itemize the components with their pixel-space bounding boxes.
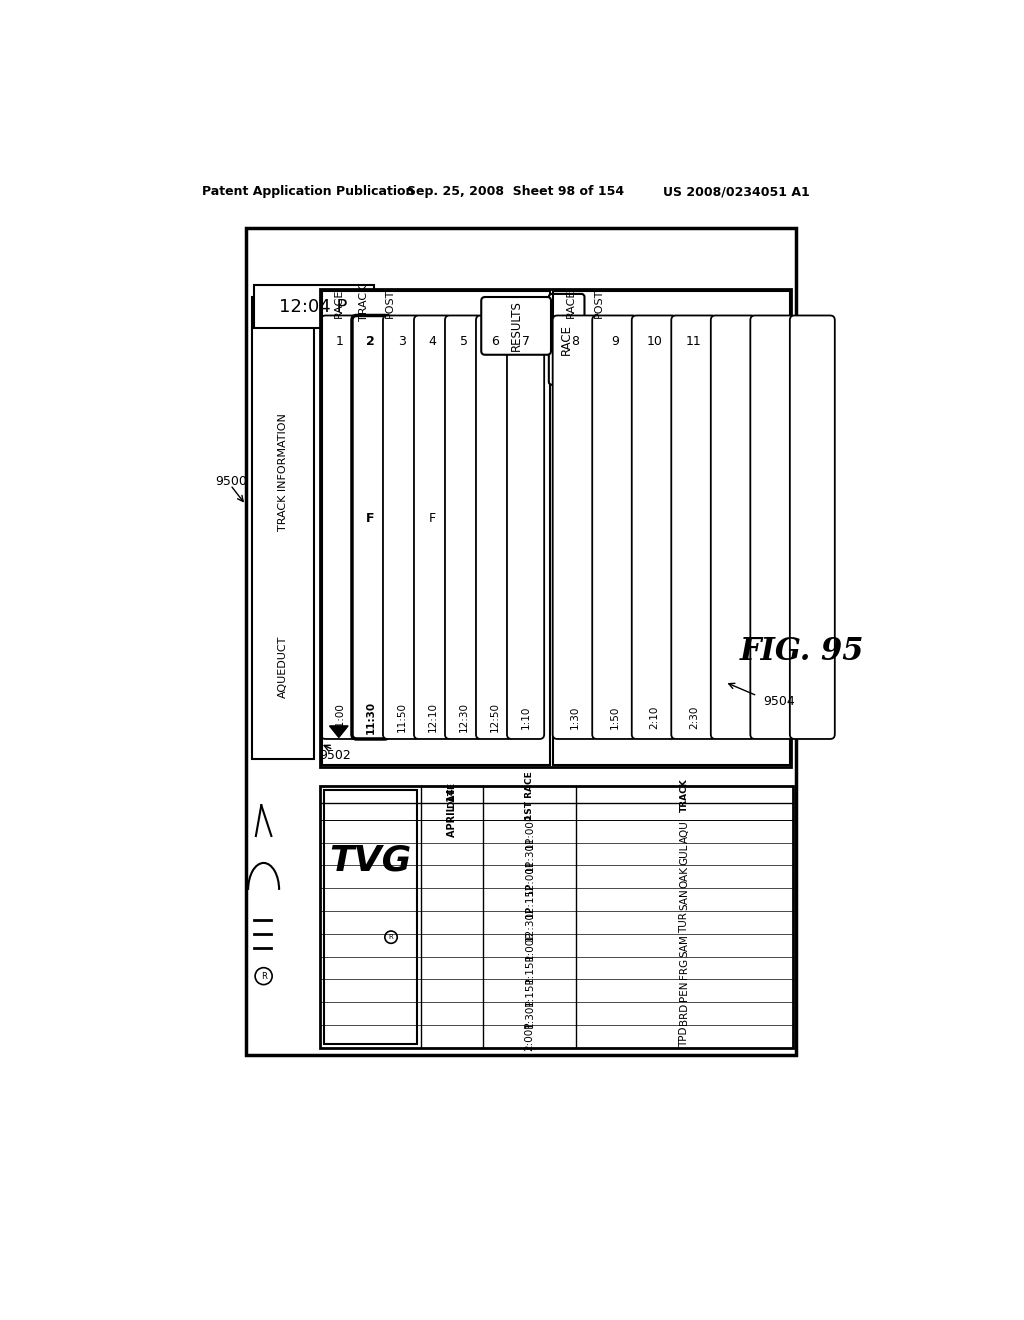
FancyBboxPatch shape [553,315,598,739]
FancyBboxPatch shape [672,315,716,739]
Text: 1:15P: 1:15P [524,975,535,1006]
FancyBboxPatch shape [321,289,792,767]
Text: 7: 7 [521,335,529,348]
Text: BRD: BRD [680,1002,689,1024]
Text: 11: 11 [686,335,701,348]
FancyBboxPatch shape [383,315,420,739]
FancyBboxPatch shape [352,315,389,739]
Text: 12:15P: 12:15P [524,882,535,917]
Text: 11:00: 11:00 [335,702,344,733]
Text: 12:04 P: 12:04 P [280,297,348,315]
FancyBboxPatch shape [790,315,835,739]
Text: R: R [389,935,393,940]
Text: 1ST RACE: 1ST RACE [525,771,534,820]
FancyBboxPatch shape [632,315,677,739]
Text: 1:50: 1:50 [609,706,620,729]
FancyBboxPatch shape [592,315,637,739]
Text: 2: 2 [367,335,375,348]
Text: 12:30: 12:30 [459,702,469,733]
FancyBboxPatch shape [445,315,482,739]
Text: GUL: GUL [680,843,689,865]
Text: DATE: DATE [447,783,457,808]
Text: US 2008/0234051 A1: US 2008/0234051 A1 [663,185,810,198]
FancyBboxPatch shape [246,227,796,1056]
Text: 3: 3 [397,335,406,348]
Text: 1:10: 1:10 [520,706,530,729]
Text: TRACK INFORMATION: TRACK INFORMATION [278,413,288,532]
Text: TRACK: TRACK [680,779,689,812]
FancyBboxPatch shape [324,789,417,1044]
Text: 12:50: 12:50 [489,702,500,733]
Text: R: R [261,972,266,981]
Text: 9: 9 [610,335,618,348]
FancyBboxPatch shape [414,315,452,739]
Text: 12:30P: 12:30P [524,904,535,941]
FancyBboxPatch shape [252,297,314,759]
FancyBboxPatch shape [254,285,374,327]
Text: F: F [429,512,436,525]
Text: 1:30: 1:30 [570,706,581,729]
Text: 11:50: 11:50 [396,702,407,733]
Text: 1: 1 [336,335,343,348]
Text: 11:30P: 11:30P [524,836,535,873]
Text: AQUEDUCT: AQUEDUCT [278,635,288,698]
FancyBboxPatch shape [751,315,796,739]
Text: 5: 5 [460,335,468,348]
Text: 2:30: 2:30 [689,706,698,729]
Text: 6: 6 [490,335,499,348]
Polygon shape [330,726,348,738]
Text: RACE: RACE [565,289,575,318]
Text: 11:30: 11:30 [366,701,376,734]
Text: FIG. 95: FIG. 95 [740,636,864,667]
Text: F: F [367,512,375,525]
Text: 2:10: 2:10 [649,706,659,729]
Text: 9504: 9504 [764,694,796,708]
Text: 10: 10 [646,335,663,348]
Text: TPD: TPD [680,1026,689,1047]
Text: 12:00P: 12:00P [524,859,535,895]
Text: 4: 4 [429,335,436,348]
Text: POST: POST [385,289,395,318]
Text: TRACK: TRACK [359,285,370,321]
Text: SAN: SAN [680,888,689,911]
FancyBboxPatch shape [476,315,513,739]
Text: 11:00P: 11:00P [524,813,535,849]
FancyBboxPatch shape [321,315,358,739]
Text: POST: POST [594,289,603,318]
Text: TVG: TVG [330,843,412,878]
Text: 12:10: 12:10 [428,702,437,733]
Text: 1:30P: 1:30P [524,999,535,1028]
Text: AQU: AQU [680,820,689,842]
Text: 9500: 9500 [215,475,247,488]
FancyBboxPatch shape [711,315,756,739]
FancyBboxPatch shape [481,297,551,355]
Text: RACE: RACE [334,289,344,318]
Text: Sep. 25, 2008  Sheet 98 of 154: Sep. 25, 2008 Sheet 98 of 154 [407,185,624,198]
Text: SAM: SAM [680,933,689,957]
Text: 9502: 9502 [319,748,351,762]
Text: 1:15P: 1:15P [524,953,535,983]
Text: OAK: OAK [680,866,689,888]
Text: RACE: RACE [560,323,573,355]
Text: 1:00P: 1:00P [524,931,535,960]
FancyBboxPatch shape [549,294,585,385]
FancyBboxPatch shape [321,785,793,1048]
Text: 2:00P: 2:00P [524,1022,535,1051]
Text: 8: 8 [571,335,580,348]
Text: APRIL 14: APRIL 14 [446,788,457,837]
Text: TUR: TUR [680,912,689,933]
FancyBboxPatch shape [507,315,544,739]
Text: Patent Application Publication: Patent Application Publication [202,185,414,198]
Text: PEN: PEN [680,981,689,1001]
Text: FRG: FRG [680,957,689,978]
Text: RESULTS: RESULTS [510,301,522,351]
